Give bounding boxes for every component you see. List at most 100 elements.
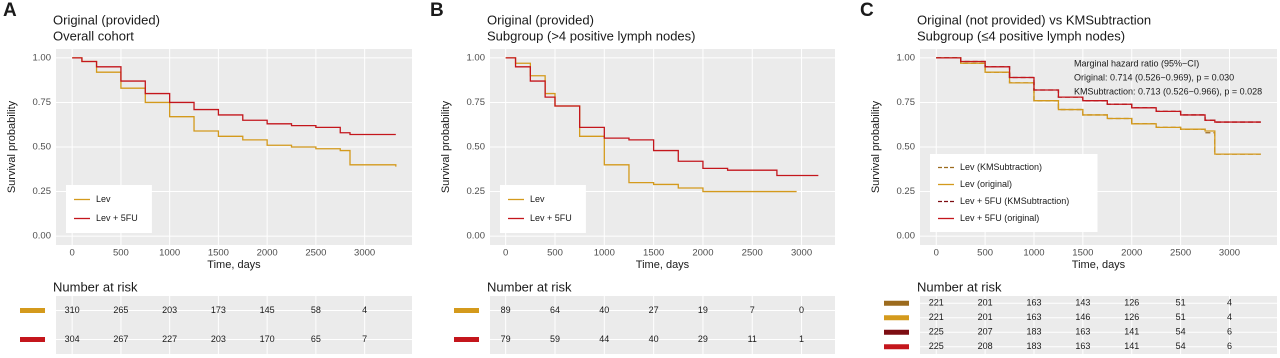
risk-table-background — [490, 296, 835, 354]
risk-count: 173 — [211, 305, 226, 315]
annotation: Marginal hazard ratio (95%−CI) — [1074, 58, 1199, 68]
x-tick-label: 500 — [113, 248, 129, 259]
risk-count: 7 — [750, 305, 755, 315]
risk-count: 221 — [929, 312, 944, 322]
y-tick-label: 0.50 — [897, 142, 916, 153]
x-tick-label: 500 — [977, 248, 993, 259]
risk-row-swatch — [454, 337, 479, 342]
y-tick-label: 0.00 — [33, 231, 52, 242]
risk-count: 64 — [550, 305, 560, 315]
risk-count: 265 — [113, 305, 128, 315]
risk-count: 6 — [1227, 341, 1232, 351]
y-tick-label: 0.75 — [467, 97, 486, 108]
y-axis-title: Survival probability — [870, 100, 882, 193]
risk-count: 225 — [929, 327, 944, 337]
y-tick-label: 0.00 — [897, 231, 916, 242]
risk-count: 4 — [362, 305, 367, 315]
risk-table-title: Number at risk — [917, 279, 1002, 294]
risk-count: 201 — [978, 312, 993, 322]
y-tick-label: 0.75 — [897, 97, 916, 108]
legend-label: Lev + 5FU — [96, 213, 138, 223]
x-tick-label: 2500 — [305, 248, 326, 259]
risk-count: 0 — [799, 305, 804, 315]
x-tick-label: 2000 — [257, 248, 278, 259]
risk-count: 29 — [698, 334, 708, 344]
risk-row-swatch — [884, 344, 909, 350]
risk-count: 126 — [1124, 298, 1139, 308]
y-tick-label: 1.00 — [467, 52, 486, 63]
x-tick-label: 1500 — [643, 248, 664, 259]
x-tick-label: 2500 — [742, 248, 763, 259]
risk-count: 163 — [1026, 298, 1041, 308]
risk-count: 203 — [162, 305, 177, 315]
x-tick-label: 2500 — [1170, 248, 1191, 259]
x-axis-title: Time, days — [1072, 259, 1126, 271]
y-tick-label: 0.00 — [467, 231, 486, 242]
x-tick-label: 3000 — [1219, 248, 1240, 259]
risk-count: 163 — [1075, 327, 1090, 337]
risk-count: 4 — [1227, 312, 1232, 322]
risk-count: 304 — [65, 334, 80, 344]
x-tick-label: 1500 — [1072, 248, 1093, 259]
risk-count: 208 — [978, 341, 993, 351]
x-tick-label: 3000 — [354, 248, 375, 259]
risk-table-background — [56, 296, 412, 354]
risk-count: 201 — [978, 298, 993, 308]
x-tick-label: 3000 — [791, 248, 812, 259]
chart-subtitle: Overall cohort — [53, 28, 134, 43]
risk-count: 7 — [362, 334, 367, 344]
risk-count: 40 — [649, 334, 659, 344]
risk-count: 145 — [260, 305, 275, 315]
risk-count: 79 — [501, 334, 511, 344]
x-tick-label: 0 — [503, 248, 508, 259]
legend-box — [500, 185, 586, 233]
risk-count: 183 — [1026, 341, 1041, 351]
y-tick-label: 0.25 — [897, 186, 916, 197]
legend-label: Lev — [530, 194, 545, 204]
risk-count: 4 — [1227, 298, 1232, 308]
y-tick-label: 1.00 — [33, 52, 52, 63]
risk-count: 27 — [649, 305, 659, 315]
risk-count: 44 — [599, 334, 609, 344]
legend-box — [66, 185, 152, 233]
risk-count: 310 — [65, 305, 80, 315]
legend-label: Lev — [96, 194, 111, 204]
risk-count: 163 — [1075, 341, 1090, 351]
risk-count: 203 — [211, 334, 226, 344]
risk-count: 267 — [113, 334, 128, 344]
risk-count: 54 — [1176, 341, 1186, 351]
risk-count: 40 — [599, 305, 609, 315]
legend-label: Lev (original) — [960, 179, 1012, 189]
x-tick-label: 2000 — [692, 248, 713, 259]
x-tick-label: 2000 — [1121, 248, 1142, 259]
risk-count: 225 — [929, 341, 944, 351]
x-tick-label: 500 — [547, 248, 563, 259]
x-axis-title: Time, days — [207, 259, 261, 271]
y-tick-label: 0.50 — [33, 142, 52, 153]
risk-table-title: Number at risk — [487, 279, 572, 294]
risk-count: 183 — [1026, 327, 1041, 337]
panel-label: B — [430, 0, 444, 21]
risk-count: 54 — [1176, 327, 1186, 337]
y-tick-label: 0.50 — [467, 142, 486, 153]
x-tick-label: 1000 — [1023, 248, 1044, 259]
risk-row-swatch — [884, 315, 909, 321]
risk-count: 89 — [501, 305, 511, 315]
risk-row-swatch — [884, 329, 909, 335]
legend-label: Lev + 5FU — [530, 213, 572, 223]
panel-label: C — [860, 0, 874, 21]
risk-count: 65 — [311, 334, 321, 344]
legend-label: Lev + 5FU (original) — [960, 213, 1039, 223]
y-tick-label: 0.25 — [467, 186, 486, 197]
risk-count: 146 — [1075, 312, 1090, 322]
annotation: KMSubtraction: 0.713 (0.526−0.966), p = … — [1074, 86, 1262, 96]
risk-count: 58 — [311, 305, 321, 315]
risk-count: 51 — [1176, 312, 1186, 322]
chart-title: Original (provided) — [53, 12, 160, 27]
survival-curve — [72, 57, 397, 167]
risk-count: 227 — [162, 334, 177, 344]
survival-curve — [505, 57, 819, 177]
x-tick-label: 1000 — [159, 248, 180, 259]
risk-count: 141 — [1124, 327, 1139, 337]
